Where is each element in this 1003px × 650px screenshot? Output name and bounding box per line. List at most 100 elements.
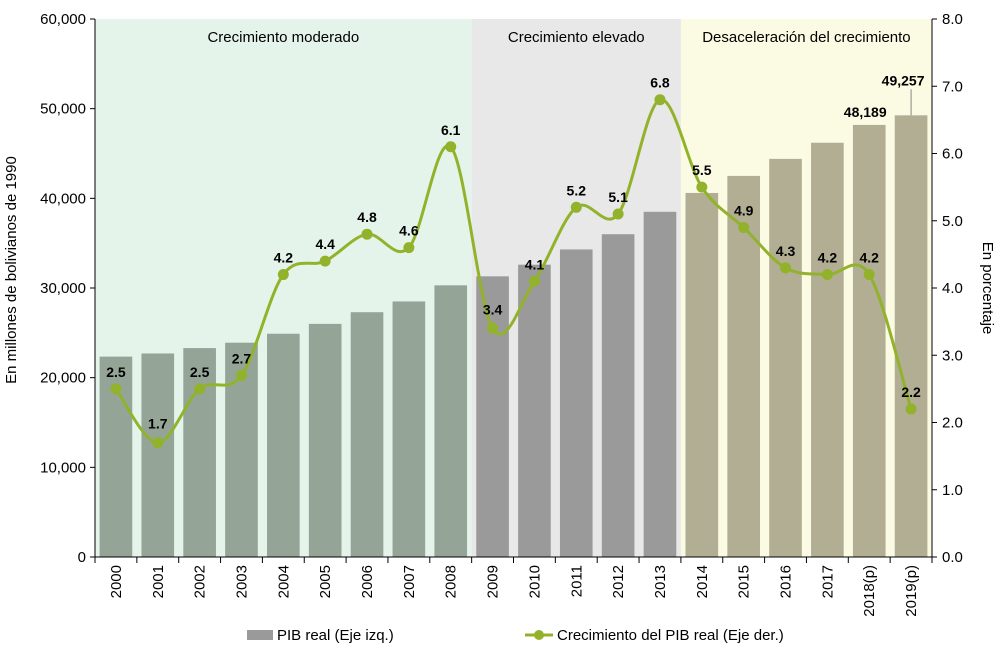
growth-label: 4.2 <box>818 250 838 266</box>
growth-point <box>738 221 750 233</box>
period-band <box>680 19 932 557</box>
growth-point <box>528 275 540 287</box>
growth-label: 2.5 <box>106 364 126 380</box>
x-tick-label: 2012 <box>610 565 627 598</box>
growth-point <box>194 383 206 395</box>
x-tick-label: 2017 <box>819 565 836 598</box>
y-right-tick-label: 8.0 <box>942 11 963 28</box>
growth-label: 5.2 <box>567 182 587 198</box>
x-tick-label: 2005 <box>317 565 334 598</box>
x-tick-label: 2015 <box>736 565 753 598</box>
x-tick-label: 2007 <box>401 565 418 598</box>
growth-label: 4.2 <box>859 250 879 266</box>
x-tick-label: 2019(p) <box>903 565 920 617</box>
growth-label: 4.9 <box>734 202 754 218</box>
x-tick-label: 2016 <box>778 565 795 598</box>
growth-point <box>277 269 289 281</box>
y-right-tick-label: 1.0 <box>942 482 963 499</box>
bar <box>476 276 509 557</box>
x-tick-label: 2018(p) <box>861 565 878 617</box>
bar <box>685 192 719 557</box>
growth-label: 3.4 <box>483 301 503 317</box>
bar <box>518 264 551 557</box>
axes: 0 10,000 20,000 30,000 40,000 50,000 60,000 0.0… <box>40 11 963 617</box>
growth-point <box>235 369 247 381</box>
growth-point <box>361 228 373 240</box>
growth-point <box>110 383 122 395</box>
growth-point <box>821 269 833 281</box>
growth-label: 6.1 <box>441 122 461 138</box>
x-tick-label: 2002 <box>192 565 209 598</box>
bar <box>267 333 300 557</box>
x-tick-label: 2003 <box>233 565 250 598</box>
bar <box>727 175 760 557</box>
growth-point <box>403 242 415 254</box>
growth-point <box>780 262 792 274</box>
x-tick-label: 2010 <box>526 565 543 598</box>
legend-line-marker <box>534 630 544 640</box>
growth-line-path <box>114 98 913 445</box>
bar <box>769 158 802 557</box>
x-tick-label: 2001 <box>150 565 167 598</box>
bar <box>894 115 928 557</box>
legend: PIB real (Eje izq.) Crecimiento del PIB … <box>247 627 784 644</box>
y-right-tick-label: 0.0 <box>942 549 963 566</box>
growth-label: 4.3 <box>776 243 796 259</box>
growth-label: 5.1 <box>608 189 628 205</box>
period-label: Crecimiento elevado <box>508 29 645 46</box>
period-label: Desaceleración del crecimiento <box>702 29 910 46</box>
y-right-tick-label: 7.0 <box>942 78 963 95</box>
y-left-tick-label: 40,000 <box>40 190 86 207</box>
x-tick-label: 2011 <box>568 565 585 597</box>
growth-point <box>654 94 666 106</box>
growth-label: 4.2 <box>274 250 294 266</box>
bar <box>852 124 886 557</box>
growth-label: 6.8 <box>650 75 670 91</box>
y-left-tick-label: 30,000 <box>40 280 86 297</box>
growth-label: 2.2 <box>901 384 921 400</box>
bar <box>350 312 384 557</box>
data-labels: 2.5 1.7 2.5 2.7 4.2 4.4 4.8 4.6 6.1 3.4 4.1 5.2 5.1 6… <box>106 72 925 431</box>
growth-label: 4.8 <box>357 209 377 225</box>
growth-point <box>696 181 708 193</box>
y-right-tick-label: 2.0 <box>942 415 963 432</box>
growth-label: 4.1 <box>525 256 545 272</box>
growth-point <box>612 208 624 220</box>
x-tick-label: 2006 <box>359 565 376 598</box>
y-left-tick-label: 50,000 <box>40 101 86 118</box>
growth-point <box>863 269 875 281</box>
growth-label: 2.5 <box>190 364 210 380</box>
y-right-tick-label: 6.0 <box>942 146 963 163</box>
legend-bar-label: PIB real (Eje izq.) <box>277 627 394 644</box>
growth-point <box>152 437 164 449</box>
growth-label: 5.5 <box>692 162 712 178</box>
growth-point <box>570 201 582 213</box>
y-left-axis-title: En millones de bolivianos de 1990 <box>3 156 20 384</box>
bar <box>601 234 635 557</box>
y-right-tick-label: 5.0 <box>942 213 963 230</box>
growth-point <box>445 141 457 153</box>
bar <box>434 285 468 557</box>
bar <box>141 353 175 557</box>
growth-label: 4.6 <box>399 223 419 239</box>
legend-line-label: Crecimiento del PIB real (Eje der.) <box>557 627 784 644</box>
growth-point <box>905 403 917 415</box>
bar <box>183 348 216 557</box>
bar-value-label: 49,257 <box>882 72 925 88</box>
y-right-tick-label: 4.0 <box>942 280 963 297</box>
x-tick-label: 2000 <box>108 565 125 598</box>
bar-value-label: 48,189 <box>844 104 887 120</box>
growth-line <box>110 94 917 449</box>
gdp-bars <box>99 115 928 558</box>
y-left-tick-label: 10,000 <box>40 459 86 476</box>
growth-label: 1.7 <box>148 416 168 432</box>
y-right-axis-title: En porcentaje <box>979 242 996 335</box>
bar <box>811 142 844 558</box>
bar <box>308 323 342 557</box>
period-label: Crecimiento moderado <box>207 29 359 46</box>
y-left-tick-label: 20,000 <box>40 370 86 387</box>
growth-label: 2.7 <box>232 350 252 366</box>
period-bands: Crecimiento moderado Crecimiento elevado D… <box>95 19 932 557</box>
x-tick-label: 2014 <box>694 565 711 598</box>
